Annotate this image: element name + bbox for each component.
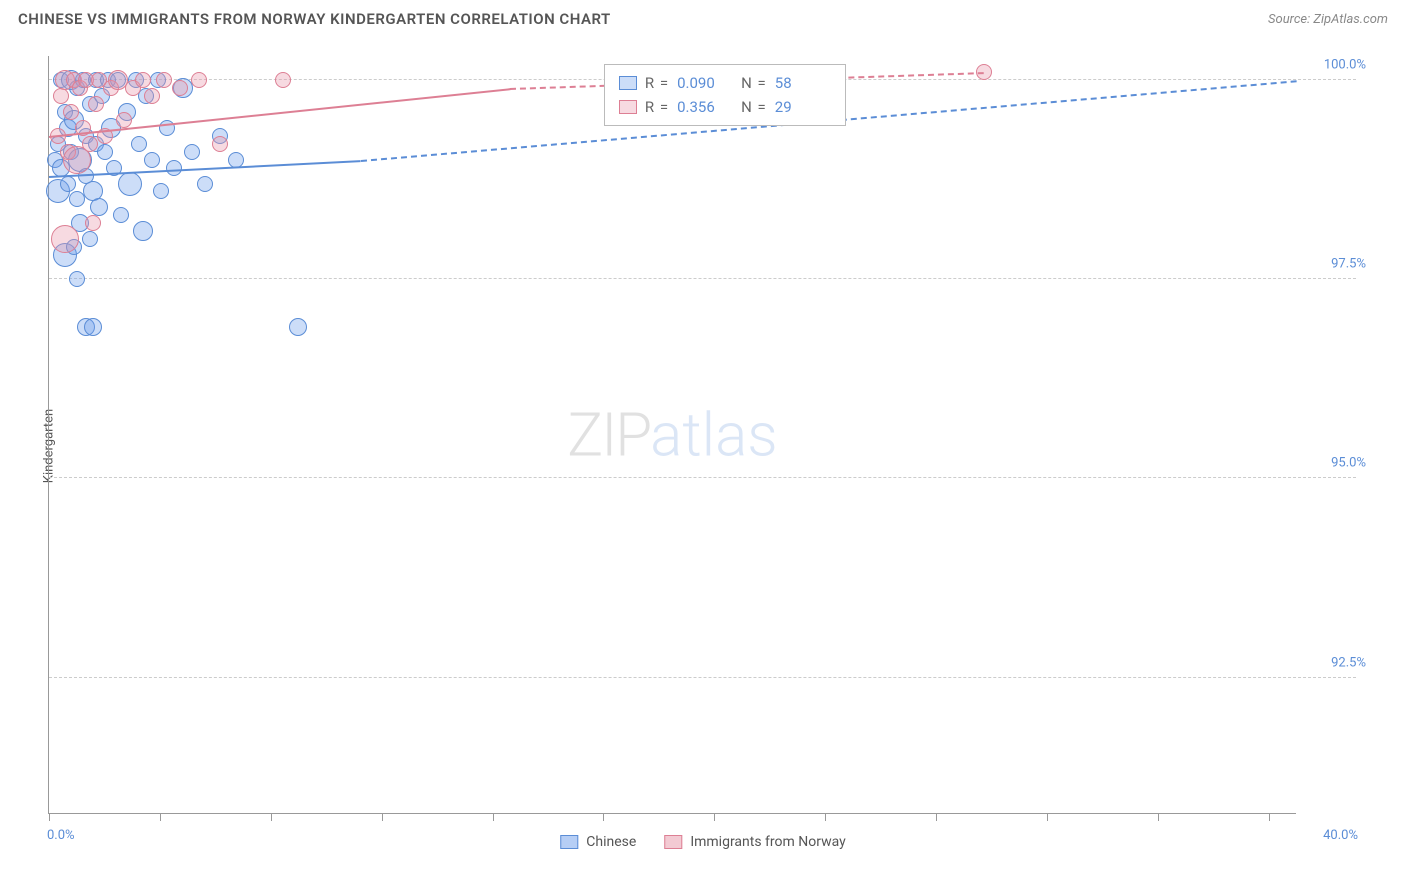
legend-swatch bbox=[619, 100, 637, 114]
x-tick bbox=[382, 813, 383, 821]
data-point bbox=[113, 207, 129, 223]
data-point bbox=[133, 221, 153, 241]
data-point bbox=[275, 72, 291, 88]
data-point bbox=[184, 144, 200, 160]
data-point bbox=[118, 172, 142, 196]
n-label: N = bbox=[741, 95, 767, 119]
x-tick bbox=[714, 813, 715, 821]
data-point bbox=[166, 160, 182, 176]
gridline bbox=[49, 278, 1356, 279]
bottom-legend: Chinese Immigrants from Norway bbox=[560, 834, 845, 850]
data-point bbox=[144, 88, 160, 104]
x-tick bbox=[1047, 813, 1048, 821]
y-tick-label: 100.0% bbox=[1306, 57, 1366, 72]
data-point bbox=[85, 215, 101, 231]
x-tick bbox=[160, 813, 161, 821]
x-tick bbox=[1269, 813, 1270, 821]
data-point bbox=[289, 318, 307, 336]
legend-label: Chinese bbox=[586, 834, 636, 850]
y-tick-label: 97.5% bbox=[1306, 257, 1366, 272]
legend-item: Immigrants from Norway bbox=[664, 834, 845, 850]
legend-item: Chinese bbox=[560, 834, 636, 850]
data-point bbox=[88, 96, 104, 112]
x-max-label: 40.0% bbox=[1323, 828, 1358, 843]
x-tick bbox=[603, 813, 604, 821]
x-min-label: 0.0% bbox=[47, 828, 75, 843]
data-point bbox=[156, 72, 172, 88]
data-point bbox=[197, 176, 213, 192]
n-value: 58 bbox=[775, 71, 831, 95]
data-point bbox=[153, 183, 169, 199]
data-point bbox=[191, 72, 207, 88]
legend-label: Immigrants from Norway bbox=[690, 834, 845, 850]
legend-swatch bbox=[664, 835, 682, 849]
data-point bbox=[51, 225, 79, 253]
stats-legend-row: R = 0.090 N = 58 bbox=[619, 71, 831, 95]
x-tick bbox=[936, 813, 937, 821]
data-point bbox=[212, 136, 228, 152]
n-label: N = bbox=[741, 71, 767, 95]
data-point bbox=[53, 88, 69, 104]
data-point bbox=[97, 144, 113, 160]
scatter-plot-area: ZIPatlas 100.0%97.5%95.0%92.5%0.0%40.0%R… bbox=[48, 56, 1296, 814]
data-point bbox=[90, 198, 108, 216]
n-value: 29 bbox=[775, 95, 831, 119]
data-point bbox=[116, 112, 132, 128]
data-point bbox=[82, 136, 98, 152]
data-point bbox=[135, 72, 151, 88]
data-point bbox=[69, 271, 85, 287]
legend-swatch bbox=[619, 76, 637, 90]
stats-legend: R = 0.090 N = 58 R = 0.356 N = 29 bbox=[604, 64, 846, 126]
r-label: R = bbox=[645, 71, 669, 95]
data-point bbox=[131, 136, 147, 152]
r-value: 0.090 bbox=[677, 71, 733, 95]
y-tick-label: 92.5% bbox=[1306, 655, 1366, 670]
data-point bbox=[144, 152, 160, 168]
x-tick bbox=[1158, 813, 1159, 821]
gridline bbox=[49, 677, 1356, 678]
x-tick bbox=[271, 813, 272, 821]
stats-legend-row: R = 0.356 N = 29 bbox=[619, 95, 831, 119]
y-tick-label: 95.0% bbox=[1306, 456, 1366, 471]
x-tick bbox=[825, 813, 826, 821]
x-tick bbox=[49, 813, 50, 821]
gridline bbox=[49, 477, 1356, 478]
data-point bbox=[84, 318, 102, 336]
r-value: 0.356 bbox=[677, 95, 733, 119]
chart-title: CHINESE VS IMMIGRANTS FROM NORWAY KINDER… bbox=[18, 10, 611, 28]
watermark: ZIPatlas bbox=[567, 399, 777, 470]
data-point bbox=[172, 80, 188, 96]
r-label: R = bbox=[645, 95, 669, 119]
x-tick bbox=[493, 813, 494, 821]
data-point bbox=[63, 104, 79, 120]
data-point bbox=[60, 176, 76, 192]
data-point bbox=[82, 231, 98, 247]
chart-source: Source: ZipAtlas.com bbox=[1268, 12, 1388, 27]
legend-swatch bbox=[560, 835, 578, 849]
